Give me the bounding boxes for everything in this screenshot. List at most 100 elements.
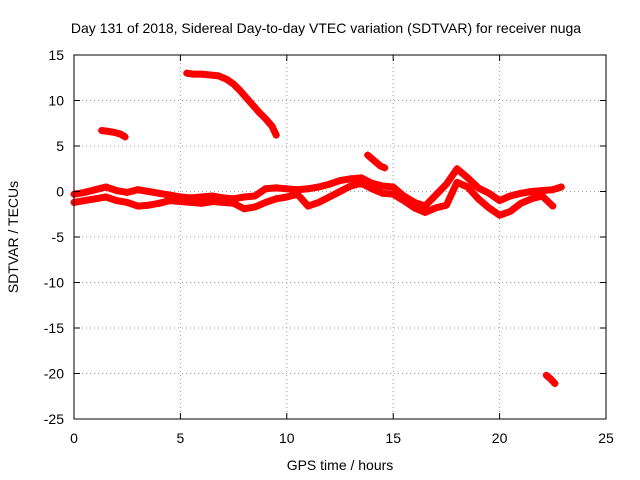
data-point	[121, 133, 129, 141]
data-point	[104, 127, 112, 135]
data-point	[336, 188, 344, 195]
data-point	[410, 204, 418, 212]
data-point	[240, 205, 248, 213]
data-point	[251, 192, 259, 200]
data-point	[249, 101, 257, 109]
data-point	[272, 184, 280, 192]
data-point	[496, 211, 504, 219]
y-tick-label: -20	[44, 366, 64, 382]
data-point	[557, 183, 565, 191]
data-point	[453, 165, 461, 173]
data-point	[206, 71, 214, 79]
data-point	[98, 127, 106, 135]
data-point	[242, 94, 250, 102]
data-point	[547, 375, 555, 383]
data-point	[485, 189, 493, 197]
data-point	[117, 130, 125, 138]
data-point	[528, 195, 536, 203]
data-point	[251, 203, 259, 211]
data-point	[432, 191, 440, 199]
x-tick-label: 5	[177, 430, 185, 446]
data-point	[283, 185, 291, 193]
data-point	[347, 182, 355, 190]
data-point	[474, 195, 482, 203]
data-point	[268, 122, 276, 130]
series-arc-high	[183, 69, 280, 139]
data-point	[230, 199, 238, 207]
data-point	[432, 204, 440, 212]
data-point	[113, 197, 121, 205]
data-point	[442, 201, 450, 209]
data-point	[421, 208, 429, 216]
data-point	[144, 188, 152, 195]
data-point	[464, 183, 472, 191]
data-point	[304, 185, 312, 193]
y-tick-label: -10	[44, 275, 64, 291]
chart-tick-labels: 0 5 10 15 20 25 15 10 5 0 -5 -10 -15 -20 -25	[44, 47, 614, 446]
data-point	[144, 201, 152, 209]
data-point	[134, 186, 142, 194]
x-tick-label: 15	[385, 430, 401, 446]
series-main-band-lower	[70, 178, 557, 219]
data-point	[542, 371, 550, 379]
data-point	[123, 188, 131, 196]
data-point	[517, 189, 525, 197]
data-point	[389, 183, 397, 191]
data-point	[379, 189, 387, 197]
data-point	[102, 193, 110, 201]
data-point	[155, 189, 163, 197]
y-tick-label: -25	[44, 411, 64, 427]
data-point	[464, 174, 472, 182]
data-point	[357, 179, 365, 187]
data-point	[219, 198, 227, 206]
data-point	[155, 199, 163, 207]
y-axis-label: SDTVAR / TECUs	[5, 181, 21, 293]
data-point	[283, 193, 291, 201]
y-tick-label: 5	[56, 138, 64, 154]
y-tick-label: 15	[48, 47, 64, 63]
data-point	[272, 195, 280, 203]
data-point	[272, 131, 280, 139]
data-point	[517, 199, 525, 207]
data-point	[134, 202, 142, 210]
series-main-band-upper	[70, 165, 565, 210]
x-tick-label: 0	[70, 430, 78, 446]
data-point	[549, 186, 557, 194]
data-point	[262, 185, 270, 193]
series-early-segment	[98, 127, 129, 141]
y-tick-label: -15	[44, 320, 64, 336]
data-point	[262, 198, 270, 206]
x-tick-label: 25	[598, 430, 614, 446]
data-point	[538, 192, 546, 200]
data-point	[183, 69, 191, 77]
chart-points	[70, 69, 565, 388]
data-point	[381, 164, 389, 172]
y-tick-label: 0	[56, 184, 64, 200]
data-point	[453, 178, 461, 186]
x-axis-label: GPS time / hours	[287, 457, 394, 473]
series-mid-segment	[364, 151, 389, 172]
data-point	[81, 188, 89, 196]
data-point	[113, 187, 121, 195]
data-point	[376, 162, 384, 170]
data-point	[364, 151, 372, 159]
data-point	[549, 202, 557, 210]
data-point	[198, 199, 206, 207]
data-point	[223, 76, 231, 84]
data-point	[347, 175, 355, 183]
data-point	[166, 197, 174, 205]
data-point	[198, 70, 206, 78]
data-point	[379, 182, 387, 190]
data-point	[336, 177, 344, 185]
data-point	[496, 197, 504, 205]
data-point	[236, 86, 244, 94]
data-point	[189, 70, 197, 78]
data-point	[215, 72, 223, 80]
x-tick-label: 10	[279, 430, 295, 446]
data-point	[372, 158, 380, 166]
data-point	[81, 197, 89, 205]
data-point	[91, 186, 99, 194]
data-point	[315, 198, 323, 206]
